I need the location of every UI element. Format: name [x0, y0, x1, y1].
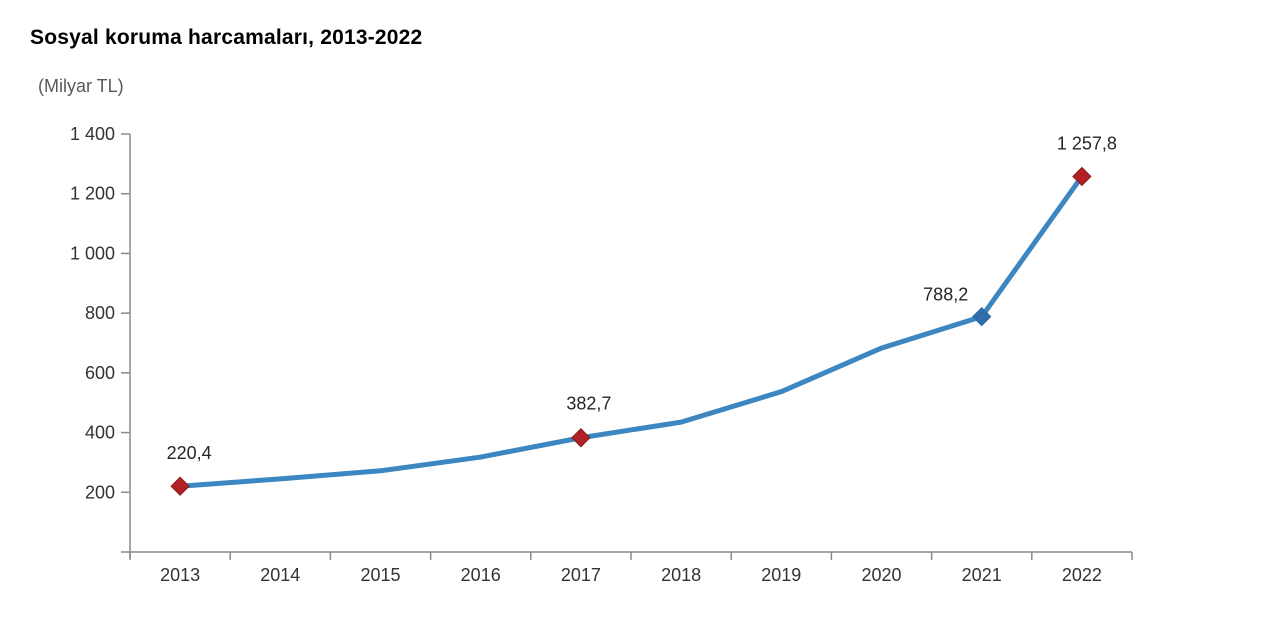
data-point-2021: [971, 306, 992, 327]
x-tick-label: 2022: [1062, 565, 1102, 585]
data-label-2017: 382,7: [566, 394, 611, 414]
data-point-2013: [170, 476, 190, 496]
y-tick-label: 1 000: [70, 243, 115, 263]
data-label-2021: 788,2: [923, 285, 968, 305]
y-tick-label: 400: [85, 423, 115, 443]
x-tick-label: 2015: [360, 565, 400, 585]
chart-title: Sosyal koruma harcamaları, 2013-2022: [30, 26, 423, 49]
x-tick-label: 2014: [260, 565, 300, 585]
x-tick-label: 2021: [962, 565, 1002, 585]
data-label-2013: 220,4: [167, 443, 212, 463]
y-tick-label: 1 400: [70, 124, 115, 144]
x-tick-label: 2013: [160, 565, 200, 585]
y-tick-label: 1 200: [70, 184, 115, 204]
x-tick-label: 2020: [861, 565, 901, 585]
data-label-2022: 1 257,8: [1057, 133, 1117, 153]
data-point-2017: [571, 428, 591, 448]
data-point-2022: [1072, 166, 1092, 187]
x-tick-label: 2017: [561, 565, 601, 585]
x-tick-label: 2019: [761, 565, 801, 585]
x-tick-label: 2016: [461, 565, 501, 585]
data-line: [177, 173, 1085, 489]
x-tick-label: 2018: [661, 565, 701, 585]
y-axis-unit-label: (Milyar TL): [38, 76, 124, 96]
y-tick-label: 200: [85, 482, 115, 502]
y-tick-label: 800: [85, 303, 115, 323]
y-tick-label: 600: [85, 363, 115, 383]
